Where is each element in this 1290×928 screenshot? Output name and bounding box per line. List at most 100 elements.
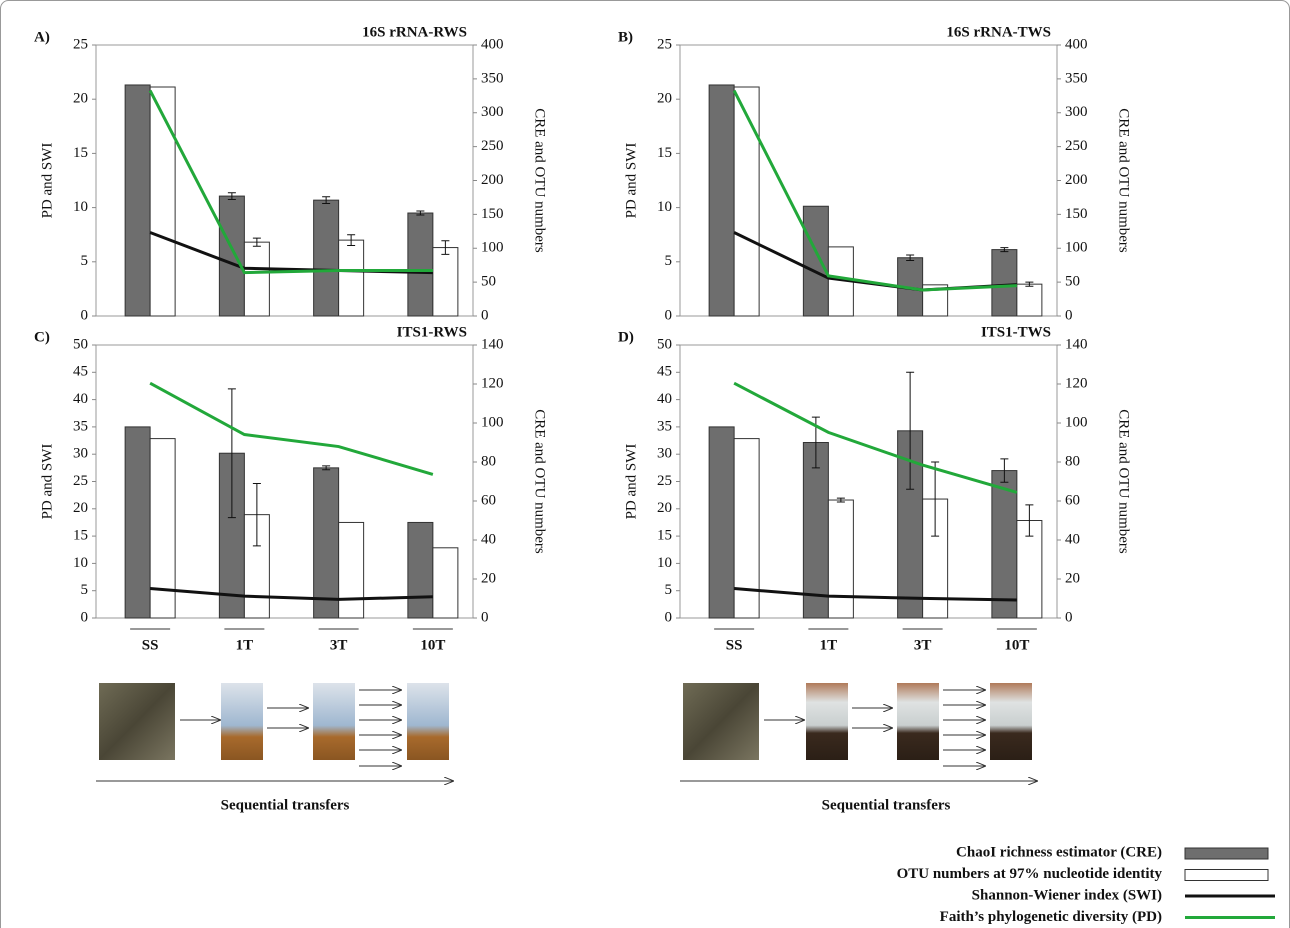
bar <box>313 467 340 619</box>
bar <box>124 84 151 317</box>
bar <box>432 547 459 619</box>
y-tick-label: 10 <box>73 199 88 215</box>
y-tick-label: 10 <box>73 555 88 571</box>
y2-tick-label: 140 <box>481 336 504 352</box>
y-tick-label: 0 <box>665 307 673 323</box>
y2-tick-label: 250 <box>481 138 504 154</box>
y2-tick-label: 50 <box>1065 274 1080 290</box>
bar <box>338 239 365 317</box>
y2-axis-label: CRE and OTU numbers <box>532 108 548 253</box>
y2-tick-label: 150 <box>481 206 504 222</box>
bar <box>432 247 459 317</box>
y-axis-label: PD and SWI <box>39 444 55 520</box>
y-tick-label: 10 <box>657 555 672 571</box>
bar <box>243 241 270 317</box>
error-bar <box>322 465 331 471</box>
panel-label: C) <box>34 329 50 345</box>
error-bar <box>1000 247 1009 253</box>
bar <box>733 86 760 317</box>
error-bar <box>227 192 236 200</box>
y2-tick-label: 400 <box>1065 36 1088 52</box>
caption: Sequential transfers <box>221 797 350 813</box>
bar <box>149 86 176 317</box>
y-tick-label: 25 <box>73 36 88 52</box>
y-tick-label: 50 <box>657 336 672 352</box>
y2-tick-label: 120 <box>481 375 504 391</box>
y2-axis-label: CRE and OTU numbers <box>532 409 548 554</box>
y-tick-label: 25 <box>657 473 672 489</box>
bar <box>407 521 434 619</box>
legend-label: Shannon-Wiener index (SWI) <box>972 887 1162 903</box>
bar <box>802 442 829 619</box>
bar <box>708 426 735 619</box>
y2-tick-label: 20 <box>1065 570 1080 586</box>
y-tick-label: 0 <box>81 609 89 625</box>
bar <box>827 499 854 619</box>
y-tick-label: 25 <box>73 473 88 489</box>
bar <box>708 84 735 317</box>
y-tick-label: 35 <box>73 418 88 434</box>
y-tick-label: 0 <box>665 609 673 625</box>
line <box>148 89 433 275</box>
x-tick-label: SS <box>142 637 159 653</box>
x-tick-label: 1T <box>236 637 254 653</box>
panel-label: A) <box>34 29 50 45</box>
panel-label: B) <box>618 29 633 45</box>
line <box>150 587 433 601</box>
x-tick-label: SS <box>726 637 743 653</box>
x-tick-label: 10T <box>420 637 445 653</box>
y-tick-label: 20 <box>657 91 672 107</box>
y2-tick-label: 0 <box>481 307 489 323</box>
line <box>733 381 1018 494</box>
y-tick-label: 0 <box>81 307 89 323</box>
y2-tick-label: 40 <box>481 531 496 547</box>
photo-strip-left <box>96 683 453 781</box>
y2-tick-label: 80 <box>481 453 496 469</box>
y2-tick-label: 350 <box>1065 70 1088 86</box>
error-bar <box>906 254 915 261</box>
y2-tick-label: 40 <box>1065 531 1080 547</box>
photo-strip-right <box>680 683 1037 781</box>
y-tick-label: 5 <box>81 253 89 269</box>
y2-tick-label: 0 <box>481 609 489 625</box>
y2-tick-label: 300 <box>481 104 504 120</box>
y-tick-label: 15 <box>657 145 672 161</box>
y-tick-label: 10 <box>657 199 672 215</box>
y2-tick-label: 0 <box>1065 609 1073 625</box>
y2-tick-label: 250 <box>1065 138 1088 154</box>
line <box>149 381 434 476</box>
error-bar <box>227 388 236 519</box>
y-tick-label: 5 <box>81 582 89 598</box>
y2-tick-label: 80 <box>1065 453 1080 469</box>
error-bar <box>252 237 261 247</box>
y-tick-label: 50 <box>73 336 88 352</box>
bar <box>802 205 829 317</box>
panel-title: 16S rRNA-RWS <box>362 24 467 40</box>
caption: Sequential transfers <box>822 797 951 813</box>
line <box>732 89 1017 292</box>
y-axis-label: PD and SWI <box>623 444 639 520</box>
error-bar <box>1025 281 1034 287</box>
bar <box>991 249 1018 317</box>
y2-tick-label: 20 <box>481 570 496 586</box>
legend-swatch <box>1184 847 1269 860</box>
x-tick-label: 3T <box>914 637 932 653</box>
y-tick-label: 5 <box>665 582 673 598</box>
legend-label: OTU numbers at 97% nucleotide identity <box>897 866 1163 882</box>
y2-tick-label: 100 <box>1065 240 1088 256</box>
error-bar <box>441 240 450 255</box>
y2-tick-label: 0 <box>1065 307 1073 323</box>
y2-tick-label: 350 <box>481 70 504 86</box>
error-bar <box>836 497 845 503</box>
bar <box>313 199 340 317</box>
y-tick-label: 5 <box>665 253 673 269</box>
bar <box>338 521 365 619</box>
y-tick-label: 30 <box>657 446 672 462</box>
panel-label: D) <box>618 329 634 345</box>
y2-tick-label: 100 <box>481 240 504 256</box>
y2-tick-label: 100 <box>481 414 504 430</box>
y-tick-label: 20 <box>73 91 88 107</box>
y2-tick-label: 50 <box>481 274 496 290</box>
error-bar <box>322 196 331 205</box>
